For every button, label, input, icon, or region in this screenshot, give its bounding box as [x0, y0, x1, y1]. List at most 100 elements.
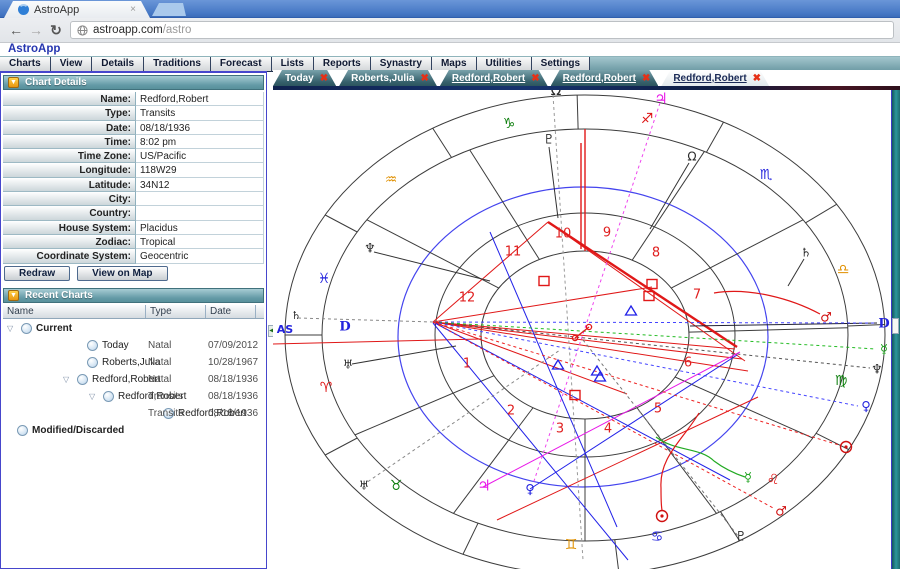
doc-tab-redford-robert[interactable]: Redford,Robert ✖	[551, 70, 659, 86]
detail-row: House System: Placidus	[3, 220, 264, 235]
close-tab-icon[interactable]: ✖	[319, 72, 329, 84]
recent-chart-row[interactable]: Today Natal 07/09/2012	[3, 337, 264, 354]
planet-glyph: ♂	[775, 505, 787, 520]
redraw-button[interactable]: Redraw	[4, 266, 71, 281]
column-header-type[interactable]: Type	[146, 305, 206, 318]
chart-details-title: Chart Details	[25, 77, 87, 88]
chart-date: 08/18/1936	[208, 391, 259, 402]
aspect-line	[432, 321, 628, 395]
recent-chart-row[interactable]: Redford,Robert Transits 08/18/1936	[3, 405, 264, 422]
chart-node-icon	[87, 356, 98, 368]
planet-glyph: ☿	[880, 343, 888, 358]
doc-tab-today[interactable]: Today ✖	[273, 70, 336, 86]
detail-value[interactable]	[136, 206, 264, 221]
zodiac-division-line	[847, 324, 885, 327]
detail-value[interactable]: Redford,Robert	[136, 92, 264, 107]
detail-value[interactable]: Tropical	[136, 234, 264, 250]
house-number: 3	[556, 422, 564, 437]
aspect-line	[373, 251, 491, 282]
recent-chart-row[interactable]: ▽ Redford,Robert Transits 08/18/1936	[3, 388, 264, 405]
menu-view[interactable]: View	[50, 57, 93, 72]
chart-name: Modified/Discarded	[32, 425, 125, 436]
chart-details-header[interactable]: ▼ Chart Details	[3, 75, 264, 90]
new-tab-button[interactable]	[152, 3, 186, 16]
planet-glyph: ♀	[525, 483, 535, 498]
detail-label: Time:	[3, 134, 136, 150]
aspect-line	[529, 354, 738, 490]
browser-tab[interactable]: AstroApp ×	[4, 1, 150, 18]
doc-tab-label: Redford,Robert	[451, 72, 526, 84]
detail-value[interactable]: 118W29	[136, 163, 264, 178]
close-tab-icon[interactable]: ✖	[641, 72, 651, 84]
tree-expander-icon[interactable]: ▽	[63, 375, 70, 384]
detail-value[interactable]: US/Pacific	[136, 149, 264, 164]
detail-value[interactable]: Geocentric	[136, 249, 264, 264]
collapse-right-arrow[interactable]	[892, 318, 899, 334]
menu-details[interactable]: Details	[92, 57, 145, 72]
reload-button[interactable]: ↻	[50, 21, 62, 38]
menu-charts[interactable]: Charts	[0, 57, 51, 72]
view-on-map-button[interactable]: View on Map	[77, 266, 168, 281]
sun-glyph	[839, 440, 853, 454]
back-button[interactable]: ←	[9, 22, 23, 38]
opposition-marker	[585, 323, 593, 331]
house-number: 12	[459, 291, 476, 306]
column-header-date[interactable]: Date	[206, 305, 256, 318]
close-tab-icon[interactable]: ✖	[531, 72, 540, 84]
chart-date: 07/09/2012	[208, 340, 259, 351]
house-number: 9	[603, 226, 611, 241]
detail-value[interactable]: Placidus	[136, 220, 264, 235]
aspect-line	[432, 321, 871, 369]
aspect-line	[432, 321, 749, 372]
detail-value[interactable]: 34N12	[136, 177, 264, 193]
detail-value[interactable]: Transits	[136, 106, 264, 121]
detail-value[interactable]	[136, 192, 264, 207]
close-tab-icon[interactable]: ✖	[752, 72, 762, 84]
house-number: 2	[507, 404, 515, 419]
astroapp-favicon	[18, 4, 29, 15]
house-cusp-line	[469, 149, 540, 260]
column-header-name[interactable]: Name	[3, 305, 146, 318]
doc-tab-redford-robert[interactable]: Redford,Robert ✖	[440, 70, 548, 86]
planet-glyph: ♇	[735, 530, 747, 545]
recent-chart-row[interactable]: ▽ Current	[3, 320, 264, 337]
zodiac-sign-glyph: ♏	[760, 167, 773, 183]
app-header: AstroApp	[0, 43, 900, 56]
detail-value[interactable]: 08/18/1936	[136, 120, 264, 135]
browser-toolbar: ← → ↻ astroapp.com/astro	[0, 18, 900, 43]
tree-expander-icon[interactable]: ▽	[7, 324, 14, 333]
browser-tab-close-icon[interactable]: ×	[130, 4, 136, 15]
detail-label: Latitude:	[3, 177, 136, 193]
zodiac-sign-glyph: ♊	[565, 537, 578, 553]
house-cusp-line	[366, 219, 500, 289]
collapse-panel-icon[interactable]: ▼	[8, 290, 19, 301]
aspect-line	[547, 220, 738, 349]
doc-tab-label: Redford,Robert	[562, 72, 636, 84]
planet-path-curve	[655, 436, 746, 478]
menu-traditions[interactable]: Traditions	[144, 57, 211, 72]
zodiac-sign-glyph: ♎	[837, 262, 850, 278]
doc-tab-roberts-julia[interactable]: Roberts,Julia ✖	[339, 70, 437, 86]
detail-label: Longitude:	[3, 163, 136, 178]
recent-chart-row[interactable]: Modified/Discarded	[3, 422, 264, 439]
detail-label: City:	[3, 192, 136, 207]
forward-button[interactable]: →	[29, 22, 43, 38]
url-host: astroapp.com	[93, 24, 163, 36]
recent-chart-row[interactable]: ▽ Redford,Robert Natal 08/18/1936	[3, 371, 264, 388]
close-tab-icon[interactable]: ✖	[420, 72, 429, 84]
square-aspect-marker	[643, 290, 655, 302]
tree-expander-icon[interactable]: ▽	[89, 392, 96, 401]
aspect-line	[432, 321, 736, 350]
recent-charts-header[interactable]: ▼ Recent Charts	[3, 288, 264, 303]
recent-chart-row[interactable]: Roberts,Julia Natal 10/28/1967	[3, 354, 264, 371]
collapse-panel-icon[interactable]: ▼	[8, 77, 19, 88]
menu-forecast[interactable]: Forecast	[210, 57, 272, 72]
detail-row: Country:	[3, 206, 264, 221]
house-cusp-line	[636, 407, 717, 514]
detail-value[interactable]: 8:02 pm	[136, 134, 264, 150]
detail-row: Time Zone: US/Pacific	[3, 149, 264, 164]
aspect-line	[432, 321, 840, 446]
detail-row: Latitude: 34N12	[3, 177, 264, 193]
doc-tab-redford-robert[interactable]: Redford,Robert ✖	[661, 70, 769, 86]
url-bar[interactable]: astroapp.com/astro	[70, 21, 894, 39]
